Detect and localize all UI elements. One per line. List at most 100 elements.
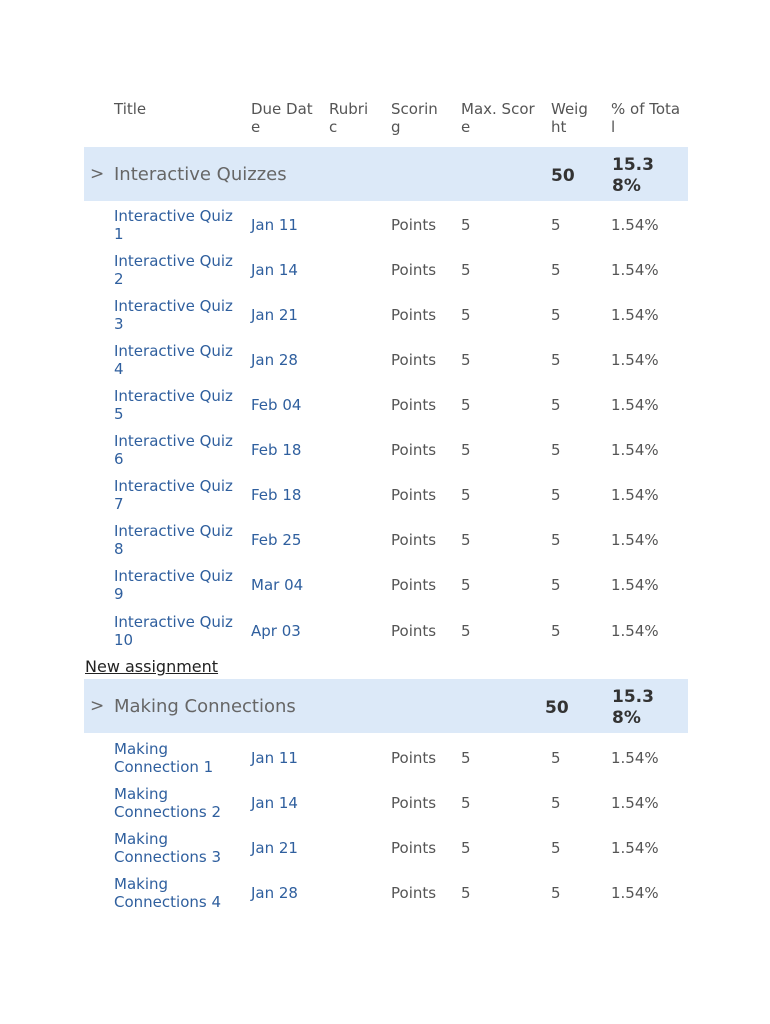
expand-chevron-icon[interactable]: > (90, 164, 105, 184)
scoring-type: Points (391, 216, 437, 234)
assignment-link[interactable]: Interactive Quiz 9 (114, 567, 233, 603)
scoring-type: Points (391, 261, 437, 279)
scoring-type: Points (391, 531, 437, 549)
assignment-link[interactable]: Interactive Quiz 8 (114, 522, 233, 558)
weight: 5 (551, 396, 561, 414)
weight: 5 (551, 351, 561, 369)
pct-total: 1.54% (611, 486, 659, 504)
max-score: 5 (461, 622, 471, 640)
assignment-link[interactable]: Interactive Quiz 5 (114, 387, 233, 423)
new-assignment-link[interactable]: New assignment (85, 657, 219, 676)
max-score: 5 (461, 576, 471, 594)
table-row: Making Connections 2 Jan 14 Points 5 5 1… (84, 780, 688, 825)
max-score: 5 (461, 531, 471, 549)
assignment-link[interactable]: Making Connections 4 (114, 875, 221, 911)
scoring-type: Points (391, 306, 437, 324)
table-row: Interactive Quiz 5 Feb 04 Points 5 5 1.5… (84, 382, 688, 427)
assignment-link[interactable]: Interactive Quiz 4 (114, 342, 233, 378)
group-title: Making Connections (114, 696, 296, 717)
due-date: Jan 28 (251, 351, 298, 369)
expand-chevron-icon[interactable]: > (90, 696, 105, 716)
column-header-title[interactable]: Title (114, 100, 147, 118)
group-pct-total: 15.38% (612, 687, 654, 728)
table-row: Making Connections 4 Jan 28 Points 5 5 1… (84, 870, 688, 915)
due-date: Mar 04 (251, 576, 304, 594)
weight: 5 (551, 216, 561, 234)
scoring-type: Points (391, 794, 437, 812)
group-header-making-connections[interactable]: > Making Connections 50 15.38% (84, 679, 688, 733)
weight: 5 (551, 486, 561, 504)
pct-total: 1.54% (611, 622, 659, 640)
pct-total: 1.54% (611, 351, 659, 369)
due-date: Apr 03 (251, 622, 301, 640)
weight: 5 (551, 622, 561, 640)
assignment-link[interactable]: Interactive Quiz 3 (114, 297, 233, 333)
assignment-link[interactable]: Interactive Quiz 10 (114, 613, 233, 649)
assignment-link[interactable]: Interactive Quiz 7 (114, 477, 233, 513)
column-header-max-score[interactable]: Max. Score (461, 100, 535, 136)
assignment-link[interactable]: Making Connection 1 (114, 740, 214, 776)
group-pct-total: 15.38% (612, 155, 654, 196)
group-weight: 50 (545, 698, 569, 718)
table-row: Interactive Quiz 6 Feb 18 Points 5 5 1.5… (84, 427, 688, 472)
group-title: Interactive Quizzes (114, 164, 287, 185)
weight: 5 (551, 261, 561, 279)
table-row: Making Connections 3 Jan 21 Points 5 5 1… (84, 825, 688, 870)
assignment-link[interactable]: Interactive Quiz 2 (114, 252, 233, 288)
table-row: Making Connection 1 Jan 11 Points 5 5 1.… (84, 735, 688, 780)
weight: 5 (551, 794, 561, 812)
group-weight: 50 (551, 166, 575, 186)
due-date: Feb 18 (251, 441, 302, 459)
column-header-scoring[interactable]: Scoring (391, 100, 438, 136)
assignment-link[interactable]: Interactive Quiz 1 (114, 207, 233, 243)
table-row: Interactive Quiz 9 Mar 04 Points 5 5 1.5… (84, 562, 688, 607)
assignment-link[interactable]: Making Connections 2 (114, 785, 221, 821)
scoring-type: Points (391, 441, 437, 459)
max-score: 5 (461, 216, 471, 234)
scoring-type: Points (391, 576, 437, 594)
column-header-rubric[interactable]: Rubric (329, 100, 369, 136)
column-header-weight[interactable]: Weight (551, 100, 588, 136)
max-score: 5 (461, 794, 471, 812)
scoring-type: Points (391, 351, 437, 369)
due-date: Jan 28 (251, 884, 298, 902)
max-score: 5 (461, 351, 471, 369)
weight: 5 (551, 306, 561, 324)
weight: 5 (551, 576, 561, 594)
table-row: Interactive Quiz 1 Jan 11 Points 5 5 1.5… (84, 202, 688, 247)
pct-total: 1.54% (611, 576, 659, 594)
max-score: 5 (461, 839, 471, 857)
max-score: 5 (461, 441, 471, 459)
table-row: Interactive Quiz 7 Feb 18 Points 5 5 1.5… (84, 472, 688, 517)
assignment-link[interactable]: Making Connections 3 (114, 830, 221, 866)
table-row: Interactive Quiz 2 Jan 14 Points 5 5 1.5… (84, 247, 688, 292)
pct-total: 1.54% (611, 261, 659, 279)
scoring-type: Points (391, 749, 437, 767)
group-header-interactive-quizzes[interactable]: > Interactive Quizzes 50 15.38% (84, 147, 688, 201)
due-date: Jan 14 (251, 794, 298, 812)
table-row: Interactive Quiz 4 Jan 28 Points 5 5 1.5… (84, 337, 688, 382)
due-date: Jan 14 (251, 261, 298, 279)
weight: 5 (551, 884, 561, 902)
max-score: 5 (461, 261, 471, 279)
pct-total: 1.54% (611, 531, 659, 549)
column-header-pct-total[interactable]: % of Total (611, 100, 681, 136)
max-score: 5 (461, 884, 471, 902)
scoring-type: Points (391, 839, 437, 857)
pct-total: 1.54% (611, 839, 659, 857)
pct-total: 1.54% (611, 794, 659, 812)
max-score: 5 (461, 486, 471, 504)
pct-total: 1.54% (611, 216, 659, 234)
assignment-link[interactable]: Interactive Quiz 6 (114, 432, 233, 468)
due-date: Jan 21 (251, 839, 298, 857)
due-date: Feb 04 (251, 396, 302, 414)
due-date: Jan 11 (251, 216, 298, 234)
scoring-type: Points (391, 396, 437, 414)
pct-total: 1.54% (611, 441, 659, 459)
column-header-due-date[interactable]: Due Date (251, 100, 313, 136)
weight: 5 (551, 531, 561, 549)
due-date: Jan 11 (251, 749, 298, 767)
due-date: Jan 21 (251, 306, 298, 324)
max-score: 5 (461, 749, 471, 767)
